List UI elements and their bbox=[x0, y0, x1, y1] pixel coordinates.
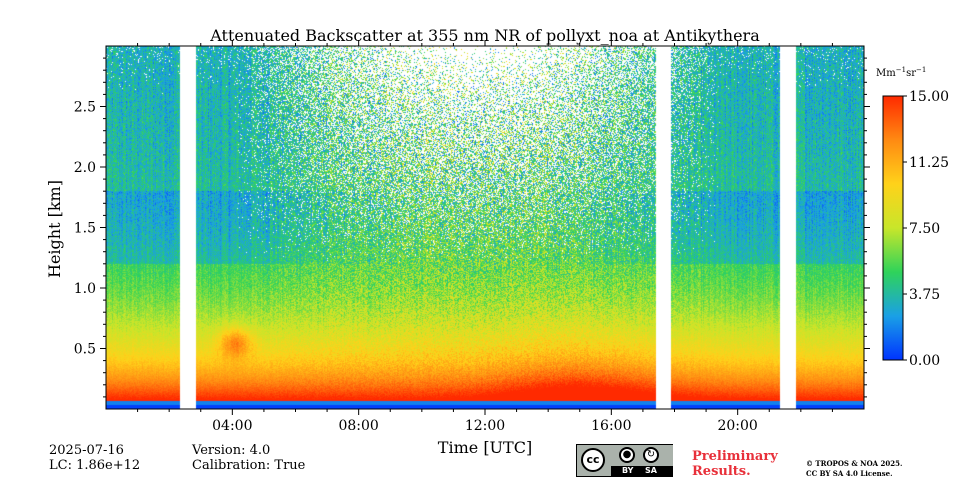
colorbar-tick-label: 3.75 bbox=[909, 287, 940, 303]
y-tick-label: 1.0 bbox=[74, 281, 96, 297]
colorbar-unit-label: Mm−1sr−1 bbox=[876, 66, 926, 79]
chart-title: Attenuated Backscatter at 355 nm NR of p… bbox=[209, 26, 760, 45]
y-tick-label: 0.5 bbox=[74, 342, 96, 358]
y-tick-label: 2.0 bbox=[74, 160, 96, 176]
date-label: 2025-07-16 bbox=[49, 443, 124, 458]
attribution-icon: ● bbox=[619, 447, 635, 463]
colorbar-tick-label: 0.00 bbox=[909, 353, 940, 369]
x-axis-ticks: 04:00 08:00 12:00 16:00 20:00 bbox=[137, 40, 833, 434]
lidar-constant-label: LC: 1.86e+12 bbox=[49, 458, 141, 473]
colorbar-ticks: 0.00 3.75 7.50 11.25 15.00 bbox=[903, 89, 949, 369]
x-tick-label: 20:00 bbox=[717, 418, 757, 434]
colorbar-tick-label: 7.50 bbox=[909, 221, 940, 237]
copyright-note: © TROPOS & NOA 2025. CC BY SA 4.0 Licens… bbox=[806, 459, 903, 478]
cc-icon: cc bbox=[581, 448, 605, 472]
backscatter-heatmap bbox=[106, 46, 864, 409]
x-tick-label: 08:00 bbox=[338, 418, 378, 434]
y-axis-ticks: 0.5 1.0 1.5 2.0 2.5 bbox=[74, 57, 870, 398]
colorbar-tick-label: 11.25 bbox=[909, 155, 949, 171]
share-alike-icon: ↻ bbox=[643, 447, 659, 463]
colorbar bbox=[882, 95, 904, 361]
x-tick-label: 12:00 bbox=[465, 418, 505, 434]
colorbar-tick-label: 15.00 bbox=[909, 89, 949, 105]
x-tick-label: 04:00 bbox=[212, 418, 252, 434]
y-tick-label: 1.5 bbox=[74, 221, 96, 237]
x-tick-label: 16:00 bbox=[591, 418, 631, 434]
y-tick-label: 2.5 bbox=[74, 100, 96, 116]
x-axis-label: Time [UTC] bbox=[438, 438, 532, 457]
cc-sa-text: SA bbox=[645, 466, 657, 475]
calibration-label: Calibration: True bbox=[192, 458, 306, 473]
y-axis-label: Height [km] bbox=[45, 180, 64, 278]
preliminary-results-note: Preliminary Results. bbox=[692, 449, 778, 479]
version-label: Version: 4.0 bbox=[192, 443, 271, 458]
cc-by-text: BY bbox=[622, 466, 634, 475]
cc-license-badge: cc ● ↻ BY SA bbox=[576, 444, 673, 477]
